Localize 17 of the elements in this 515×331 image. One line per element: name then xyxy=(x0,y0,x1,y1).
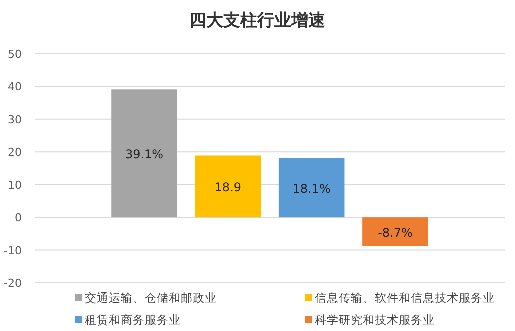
data-label: -8.7% xyxy=(378,226,413,240)
data-label: 39.1% xyxy=(125,148,164,162)
y-tick-label: 10 xyxy=(8,178,22,192)
chart-title: 四大支柱行业增速 xyxy=(190,11,326,31)
y-tick-label: 40 xyxy=(8,80,22,94)
legend-label: 信息传输、软件和信息技术服务业 xyxy=(315,291,495,305)
y-tick-label: -10 xyxy=(4,244,22,258)
data-label: 18.1% xyxy=(292,182,331,196)
legend-label: 交通运输、仓储和邮政业 xyxy=(85,291,217,305)
y-tick-label: -20 xyxy=(4,277,22,290)
y-tick-label: 20 xyxy=(8,146,22,160)
y-tick-label: 0 xyxy=(15,212,22,225)
y-tick-label: 50 xyxy=(8,48,22,61)
data-label: 18.9 xyxy=(214,180,242,195)
legend-label: 租赁和商务服务业 xyxy=(85,313,181,327)
y-tick-label: 30 xyxy=(8,113,22,126)
legend-label: 科学研究和技术服务业 xyxy=(315,313,435,327)
